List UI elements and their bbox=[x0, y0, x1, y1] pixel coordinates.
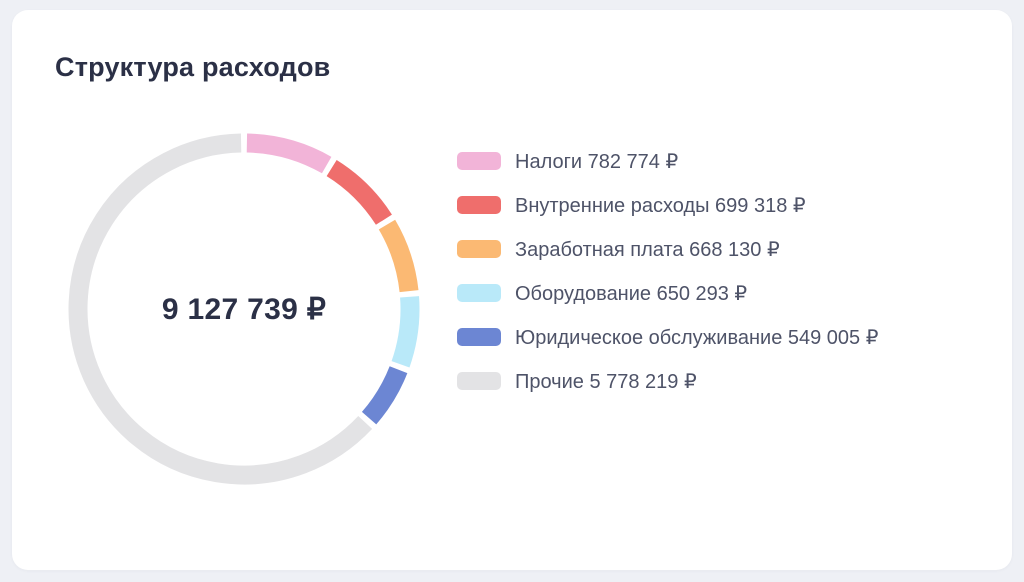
legend-item-0[interactable]: Налоги 782 774 ₽ bbox=[457, 151, 878, 173]
donut-segment-5[interactable] bbox=[68, 133, 373, 485]
legend-swatch bbox=[457, 328, 501, 346]
legend-label: Внутренние расходы 699 318 ₽ bbox=[515, 194, 806, 217]
legend-swatch bbox=[457, 240, 501, 258]
legend-item-3[interactable]: Оборудование 650 293 ₽ bbox=[457, 283, 878, 305]
legend-item-2[interactable]: Заработная плата 668 130 ₽ bbox=[457, 239, 878, 261]
legend-item-5[interactable]: Прочие 5 778 219 ₽ bbox=[457, 371, 878, 393]
donut-segment-2[interactable] bbox=[378, 219, 419, 293]
legend-label: Оборудование 650 293 ₽ bbox=[515, 282, 748, 305]
legend-swatch bbox=[457, 284, 501, 302]
expenses-card: Структура расходов 9 127 739 ₽ Налоги 78… bbox=[12, 10, 1012, 570]
card-title: Структура расходов bbox=[55, 52, 331, 82]
donut-segment-4[interactable] bbox=[361, 366, 408, 425]
legend-label: Юридическое обслуживание 549 005 ₽ bbox=[515, 326, 879, 349]
chart-legend: Налоги 782 774 ₽ Внутренние расходы 699 3… bbox=[457, 151, 878, 416]
legend-swatch bbox=[457, 152, 501, 170]
donut-chart: 9 127 739 ₽ bbox=[68, 133, 420, 485]
donut-segment-3[interactable] bbox=[391, 296, 420, 368]
legend-label: Заработная плата 668 130 ₽ bbox=[515, 238, 780, 261]
legend-item-1[interactable]: Внутренние расходы 699 318 ₽ bbox=[457, 195, 878, 217]
legend-label: Прочие 5 778 219 ₽ bbox=[515, 370, 697, 393]
legend-label: Налоги 782 774 ₽ bbox=[515, 150, 679, 173]
legend-swatch bbox=[457, 372, 501, 390]
legend-swatch bbox=[457, 196, 501, 214]
legend-item-4[interactable]: Юридическое обслуживание 549 005 ₽ bbox=[457, 327, 878, 349]
donut-segment-1[interactable] bbox=[326, 159, 392, 226]
donut-svg bbox=[68, 133, 420, 485]
donut-segment-0[interactable] bbox=[246, 133, 332, 174]
